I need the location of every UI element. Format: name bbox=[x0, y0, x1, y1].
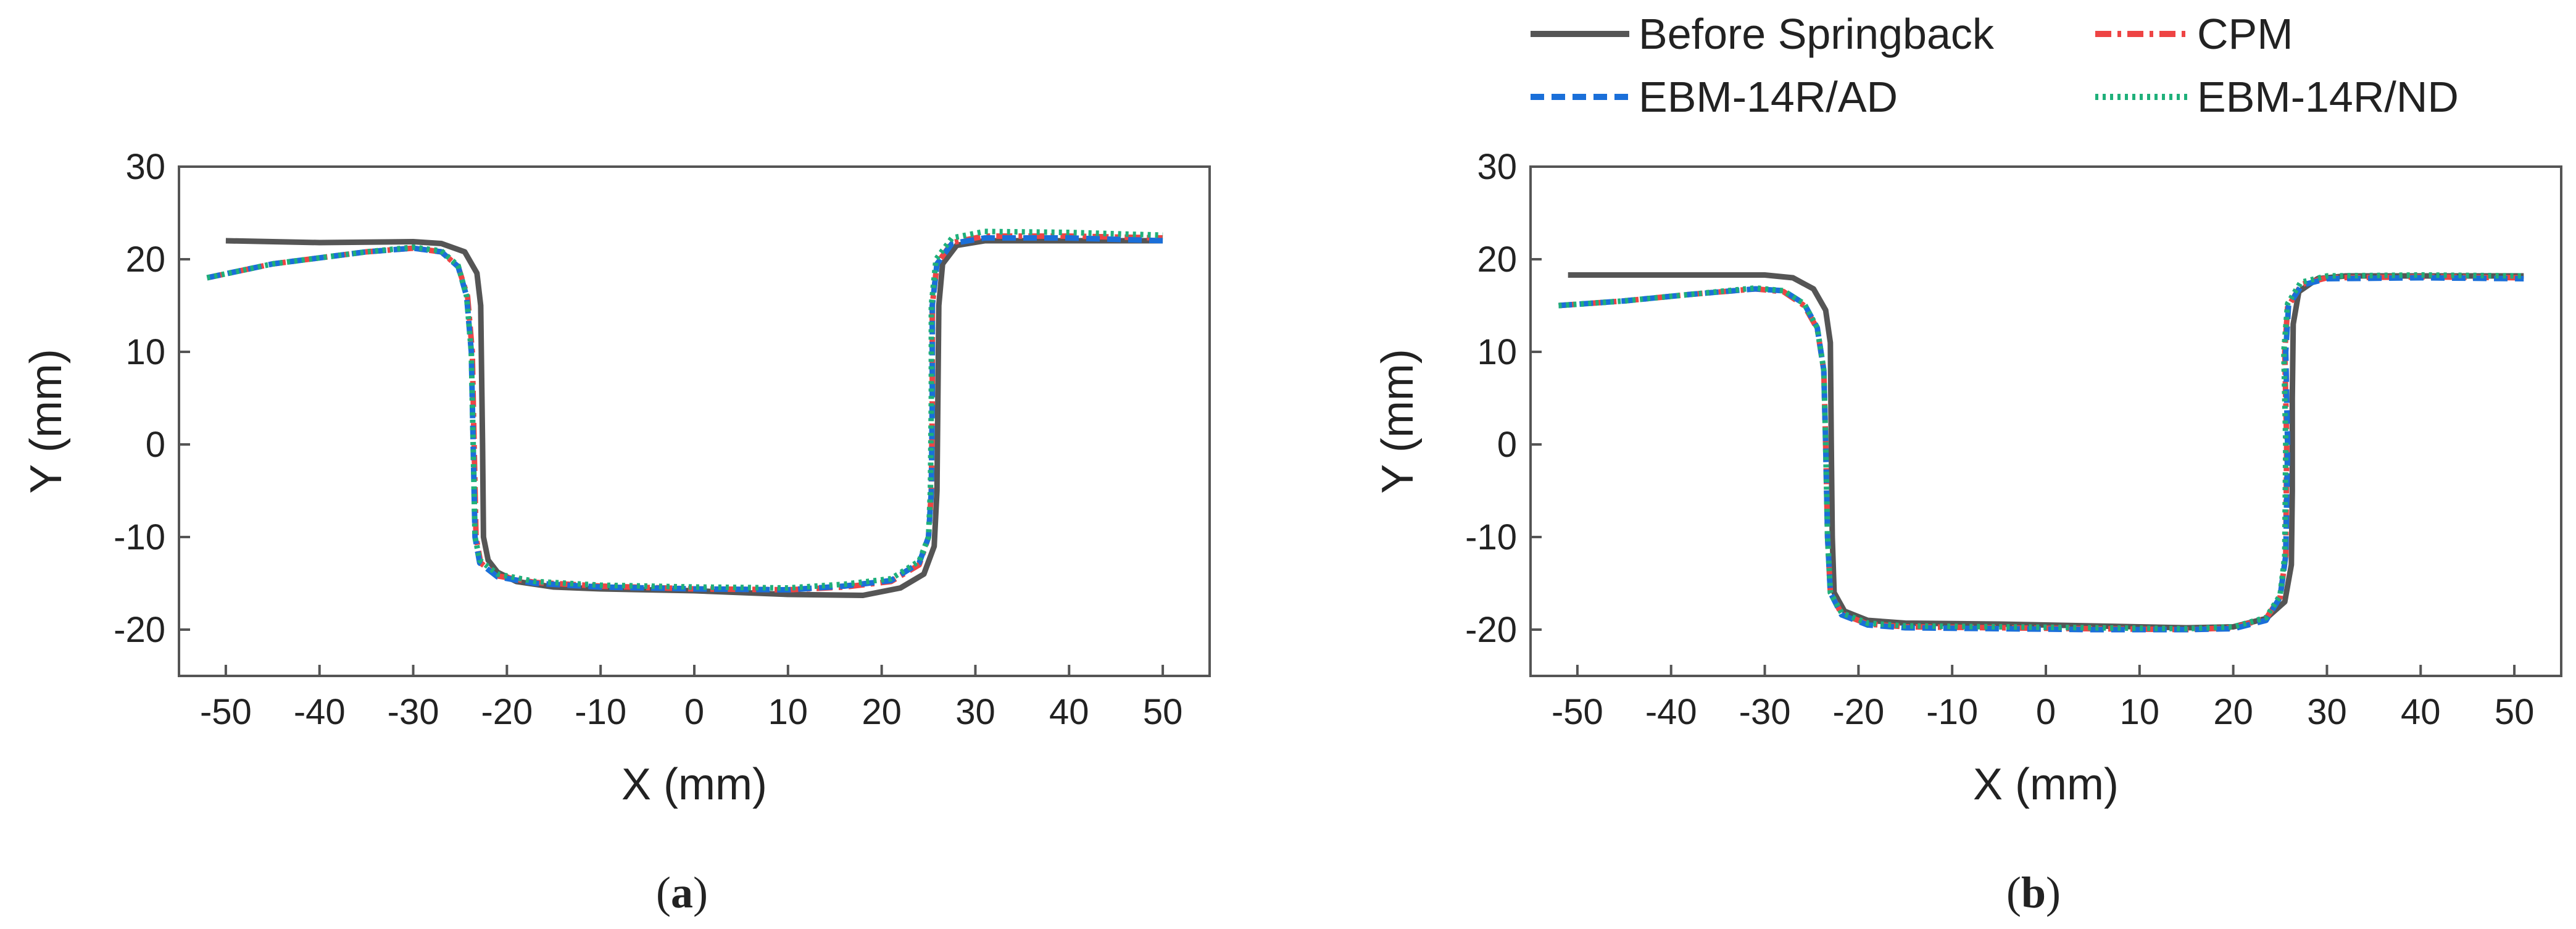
chart-panel-b: -50 -40 -30 -20 -10 0 10 20 30 40 50-20-100102030 … bbox=[1373, 147, 2562, 917]
legend-label-before-springback: Before Springback bbox=[1639, 10, 1995, 58]
series-line-ebm-14r-nd bbox=[1558, 272, 2524, 631]
x-tick-label: 40 bbox=[2401, 692, 2441, 732]
x-tick-label: 0 bbox=[684, 692, 704, 732]
y-tick-label: -20 bbox=[1465, 610, 1517, 650]
y-tick-label: -10 bbox=[1465, 517, 1517, 557]
y-tick-label: -20 bbox=[114, 610, 165, 650]
x-axis-title-a: X (mm) bbox=[621, 760, 767, 809]
y-tick-label: 0 bbox=[146, 425, 165, 465]
y-tick-label: 0 bbox=[1497, 425, 1517, 465]
legend-item-ebm-14r-ad: EBM-14R/AD bbox=[1531, 73, 1898, 121]
legend-item-ebm-14r-nd: EBM-14R/ND bbox=[2095, 73, 2459, 121]
x-tick-label: 0 bbox=[2036, 692, 2056, 732]
panel-caption-b: (b) bbox=[2006, 868, 2061, 917]
y-tick-label: -10 bbox=[114, 517, 165, 557]
y-axis-title-b: Y (mm) bbox=[1373, 349, 1423, 494]
x-tick-label: -20 bbox=[1832, 692, 1884, 732]
x-tick-label: -10 bbox=[1926, 692, 1978, 732]
series-line-ebm-14r-nd bbox=[206, 228, 1163, 591]
legend-label-cpm: CPM bbox=[2197, 10, 2293, 58]
axis-ticks-a: -50 -40 -30 -20 -10 0 10 20 30 40 50 -20 -10 0 10 20 30 bbox=[114, 147, 1182, 732]
series-line-before-springback bbox=[1568, 272, 2524, 631]
legend-label-ebm-14r-nd: EBM-14R/ND bbox=[2197, 73, 2459, 121]
x-tick-label: -40 bbox=[294, 692, 346, 732]
chart-panel-a: -50 -40 -30 -20 -10 0 10 20 30 40 50-20-100102030 … bbox=[22, 147, 1211, 917]
x-tick-label: 20 bbox=[2213, 692, 2253, 732]
legend-label-ebm-14r-ad: EBM-14R/AD bbox=[1639, 73, 1898, 121]
legend-item-before-springback: Before Springback bbox=[1531, 10, 1995, 58]
x-tick-label: 30 bbox=[955, 692, 995, 732]
x-tick-label: -30 bbox=[1739, 692, 1791, 732]
x-tick-label: 30 bbox=[2307, 692, 2347, 732]
x-tick-label: -10 bbox=[575, 692, 626, 732]
x-tick-label: -40 bbox=[1645, 692, 1697, 732]
x-tick-label: 10 bbox=[2120, 692, 2160, 732]
series-layer-b bbox=[1558, 272, 2524, 633]
y-tick-label: 10 bbox=[125, 332, 165, 372]
x-tick-label: 10 bbox=[768, 692, 808, 732]
x-tick-label: 50 bbox=[1143, 692, 1183, 732]
series-line-ebm-14r-ad bbox=[1558, 275, 2524, 633]
series-layer-a bbox=[206, 228, 1163, 598]
x-axis-title-b: X (mm) bbox=[1973, 760, 2119, 809]
x-tick-label: 40 bbox=[1049, 692, 1089, 732]
x-tick-label: -20 bbox=[481, 692, 533, 732]
plot-frame-b bbox=[1529, 165, 2562, 677]
y-tick-label: 30 bbox=[125, 147, 165, 187]
x-tick-label: -30 bbox=[388, 692, 439, 732]
panel-caption-letter-b: b bbox=[2021, 868, 2046, 917]
panel-caption-letter-a: a bbox=[671, 868, 693, 917]
y-tick-label: 20 bbox=[1477, 240, 1517, 280]
x-tick-label: -50 bbox=[200, 692, 252, 732]
x-tick-label: 50 bbox=[2495, 692, 2535, 732]
panel-caption-a: (a) bbox=[656, 868, 708, 917]
axis-ticks-b: -50 -40 -30 -20 -10 0 10 20 30 40 50 -20 -10 0 10 20 30 bbox=[1465, 147, 2534, 732]
y-tick-label: 10 bbox=[1477, 332, 1517, 372]
series-line-before-springback bbox=[225, 238, 1163, 598]
x-tick-label: -50 bbox=[1552, 692, 1603, 732]
legend: Before Springback CPM EBM-14R/AD EBM-14R… bbox=[1531, 10, 2459, 121]
x-tick-label: 20 bbox=[862, 692, 902, 732]
y-tick-label: 30 bbox=[1477, 147, 1517, 187]
y-tick-label: 20 bbox=[125, 240, 165, 280]
series-line-cpm bbox=[1558, 274, 2524, 633]
series-line-cpm bbox=[206, 233, 1163, 593]
legend-item-cpm: CPM bbox=[2095, 10, 2293, 58]
series-line-ebm-14r-ad bbox=[206, 235, 1163, 593]
y-axis-title-a: Y (mm) bbox=[22, 349, 71, 494]
